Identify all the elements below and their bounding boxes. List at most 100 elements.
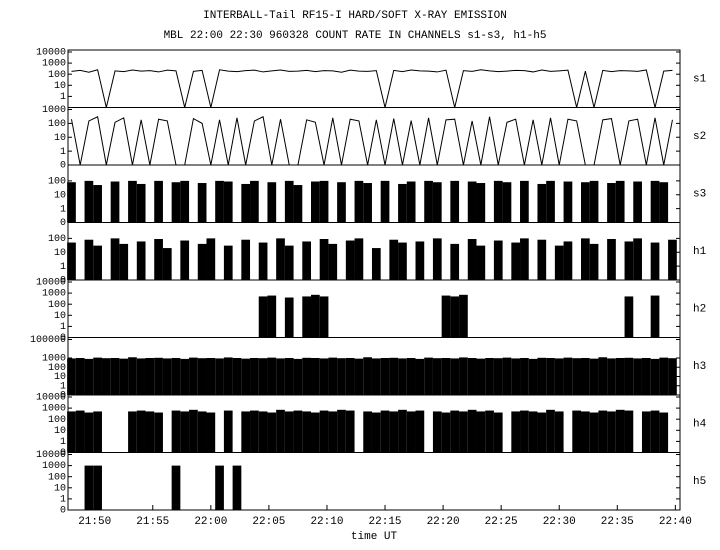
count-rate-bar [67,411,76,453]
y-tick-label: 1 [60,92,66,103]
count-rate-line [71,69,673,108]
count-rate-bar [311,181,320,223]
count-rate-bar [284,411,294,453]
count-rate-bar [633,181,642,223]
y-tick-label: 10 [54,133,66,144]
count-rate-bar [406,181,416,223]
count-rate-bar [572,358,581,395]
y-tick-label: 0 [60,276,66,287]
count-rate-bar [659,412,669,453]
count-rate-bar [337,358,346,395]
count-rate-bar [389,357,399,395]
x-axis-label: time UT [351,531,398,543]
count-rate-bar [389,239,399,280]
count-rate-bar [554,358,564,395]
count-rate-bar [389,411,399,453]
count-rate-bar [267,295,277,338]
panel-label: s1 [693,74,707,86]
count-rate-bar [84,465,94,510]
y-tick-label: 1 [60,147,66,158]
y-tick-label: 100000 [30,335,66,346]
count-rate-bar [563,181,573,223]
count-rate-bar [624,296,634,338]
panel-label: h1 [693,246,707,258]
count-rate-bar [328,357,338,395]
x-tick-label: 22:20 [427,516,460,528]
count-rate-bar [615,180,625,223]
count-rate-bar [67,182,76,223]
count-rate-bar [293,185,303,223]
panel-frame [67,452,681,511]
count-rate-bar [633,238,642,280]
x-tick-label: 22:35 [601,516,634,528]
count-rate-bar [371,248,381,280]
x-tick-label: 22:30 [543,516,576,528]
count-rate-bar [563,241,573,280]
count-rate-bar [223,245,233,280]
count-rate-bar [598,410,608,453]
count-rate-bar [93,357,102,395]
y-tick-label: 0 [60,218,66,229]
count-rate-bar [607,411,616,453]
count-rate-bar [511,411,521,453]
count-rate-bar [354,238,364,280]
count-rate-bar [424,357,433,395]
count-rate-bar [337,409,346,453]
count-rate-bar [345,240,355,280]
count-rate-bar [546,409,555,453]
count-rate-bar [380,358,390,395]
count-rate-bar [581,411,590,453]
count-rate-bar [180,358,190,395]
count-rate-bar [136,410,146,453]
count-rate-bar [650,180,660,223]
count-rate-bar [215,180,224,223]
y-tick-label: 0 [60,161,66,172]
y-tick-label: 0 [60,506,66,517]
panel-label: h2 [693,304,706,316]
count-rate-bar [197,183,207,223]
count-rate-bar [84,358,94,395]
count-rate-bar [84,180,94,223]
y-tick-label: 100 [48,363,66,374]
count-rate-bar [528,358,538,395]
y-tick-label: 10000 [36,278,66,289]
count-rate-bar [554,245,564,280]
count-rate-bar [607,239,616,280]
panel-label: s3 [693,189,706,201]
count-rate-bar [650,410,660,453]
y-tick-label: 10 [54,81,66,92]
y-tick-label: 10 [54,190,66,201]
x-tick-label: 22:00 [194,516,227,528]
count-rate-bar [589,243,599,280]
count-rate-bar [119,358,129,395]
count-rate-bar [650,295,660,338]
count-rate-bar [467,181,477,223]
y-tick-label: 10 [54,426,66,437]
panel-label: h4 [693,419,707,431]
x-tick-label: 22:25 [485,516,518,528]
count-rate-bar [476,358,486,395]
count-rate-bar [363,411,372,453]
count-rate-bar [171,358,181,395]
count-rate-bar [493,180,503,223]
x-tick-label: 21:55 [136,516,169,528]
y-tick-label: 1 [60,204,66,215]
y-tick-label: 1 [60,437,66,448]
count-rate-bar [581,182,590,223]
count-rate-bar [241,411,251,453]
count-rate-bar [311,294,320,338]
count-rate-bar [258,242,268,280]
count-rate-bar [241,239,251,280]
count-rate-bar [354,180,364,223]
count-rate-bar [607,358,616,395]
count-rate-bar [232,465,242,510]
count-rate-bar [93,245,102,280]
count-rate-bar [589,412,599,453]
count-rate-bar [546,180,555,223]
count-rate-bar [162,358,172,395]
count-rate-bar [581,358,590,395]
count-rate-bar [563,357,573,395]
count-rate-bar [162,248,172,280]
y-tick-label: 1000 [42,59,66,70]
